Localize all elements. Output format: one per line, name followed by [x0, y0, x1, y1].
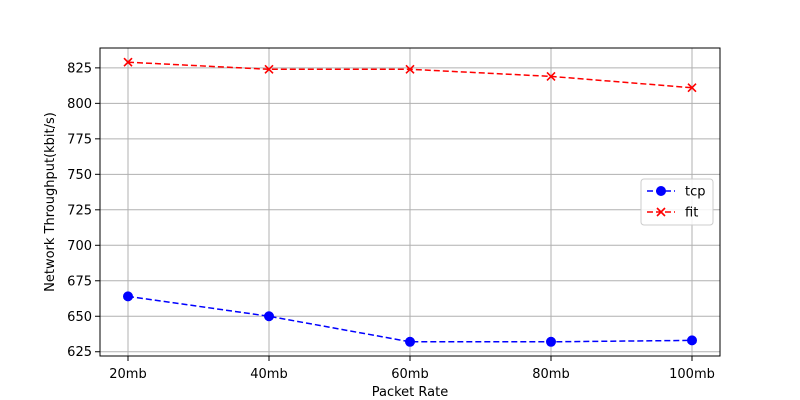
y-tick-label: 675: [67, 274, 92, 289]
x-tick-label: 60mb: [391, 367, 428, 382]
legend-label: fit: [685, 206, 698, 221]
series-tcp: [123, 291, 697, 347]
y-tick-label: 825: [67, 61, 92, 76]
data-point-fit: [687, 83, 697, 93]
data-point-tcp: [264, 311, 274, 322]
x-axis-label: Packet Rate: [372, 385, 448, 400]
data-point-fit: [264, 64, 274, 74]
y-tick-label: 650: [67, 310, 92, 325]
legend-marker: [656, 207, 666, 217]
grid: [100, 48, 720, 356]
series-layer: [123, 57, 697, 347]
data-point-tcp: [405, 336, 415, 347]
data-point-fit: [123, 57, 133, 67]
x-tick-label: 20mb: [109, 367, 146, 382]
data-point-tcp: [687, 335, 697, 346]
legend-item-tcp: tcp: [647, 185, 706, 200]
data-point-tcp: [123, 291, 133, 302]
y-tick-label: 800: [67, 97, 92, 112]
y-tick-label: 700: [67, 239, 92, 254]
x-tick-label: 100mb: [669, 367, 715, 382]
y-tick-label: 625: [67, 345, 92, 360]
x-tick-label: 40mb: [250, 367, 287, 382]
legend: tcp fit: [640, 178, 714, 226]
data-point-tcp: [546, 336, 556, 347]
axis-ticks: 20mb 40mb 60mb 80mb 100mb 625 650 675 700 725 750 7…: [67, 61, 715, 382]
y-tick-label: 775: [67, 132, 92, 147]
data-point-fit: [546, 71, 556, 81]
legend-item-fit: fit: [647, 206, 698, 221]
legend-label: tcp: [685, 185, 706, 200]
legend-marker: [656, 186, 666, 196]
data-point-fit: [405, 64, 415, 74]
y-tick-label: 725: [67, 203, 92, 218]
series-fit: [123, 57, 697, 93]
x-tick-label: 80mb: [532, 367, 569, 382]
series-line-tcp: [127, 295, 693, 343]
y-axis-label: Network Throughput(kbit/s): [43, 112, 58, 292]
y-tick-label: 750: [67, 168, 92, 183]
